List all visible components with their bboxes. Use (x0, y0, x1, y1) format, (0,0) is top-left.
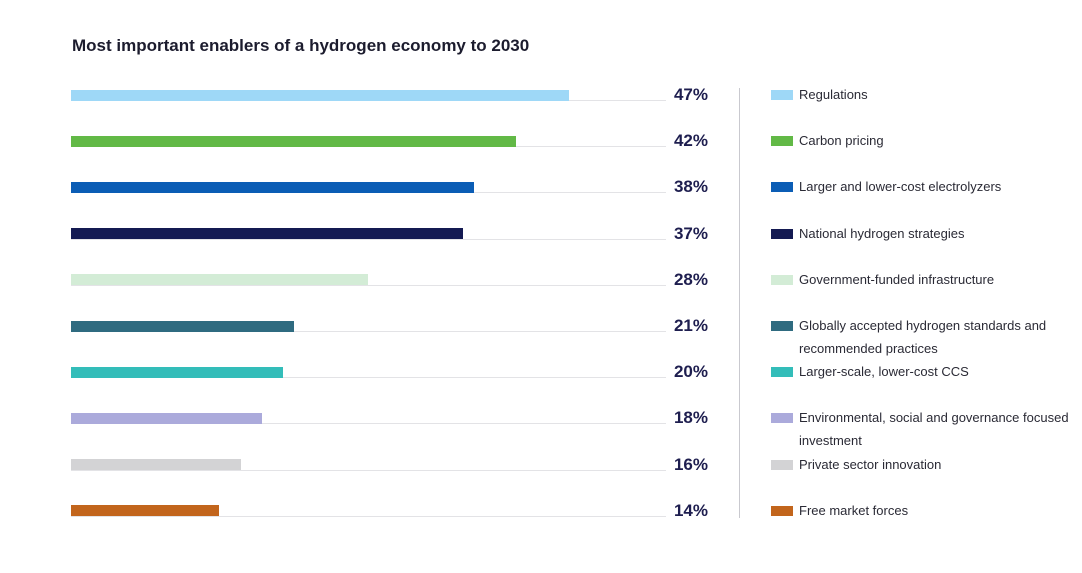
bar-4 (71, 228, 463, 240)
bar-3 (71, 181, 474, 193)
bar-track-line (71, 377, 666, 379)
value-label: 20% (673, 362, 708, 382)
value-label: 47% (673, 85, 708, 104)
value-label: 28% (673, 269, 708, 289)
value-label: 42% (673, 131, 708, 151)
legend-divider (739, 88, 740, 518)
bar-track-line (71, 284, 666, 286)
bar-7 (71, 366, 283, 378)
bar-9 (71, 459, 241, 471)
value-label: 38% (673, 177, 708, 197)
bar-track-line (71, 423, 666, 425)
chart-title: Most important enablers of a hydrogen ec… (72, 36, 530, 55)
value-label: 16% (673, 454, 708, 474)
bar-2 (71, 135, 516, 147)
bar-track-line (71, 146, 666, 148)
value-label: 21% (673, 316, 708, 335)
bar-track-line (71, 469, 666, 471)
bar-5 (71, 274, 368, 286)
bar-track-line (71, 515, 666, 517)
bar-10 (71, 505, 219, 517)
bar-6 (71, 320, 294, 332)
value-label: 37% (673, 223, 708, 243)
bar-track-line (71, 100, 666, 101)
bar-8 (71, 412, 262, 424)
bar-track-line (71, 331, 666, 332)
bar-1 (71, 89, 569, 101)
bar-track-line (71, 238, 666, 240)
bar-track-line (71, 192, 666, 194)
value-label: 18% (673, 408, 708, 428)
value-label: 14% (673, 500, 708, 520)
